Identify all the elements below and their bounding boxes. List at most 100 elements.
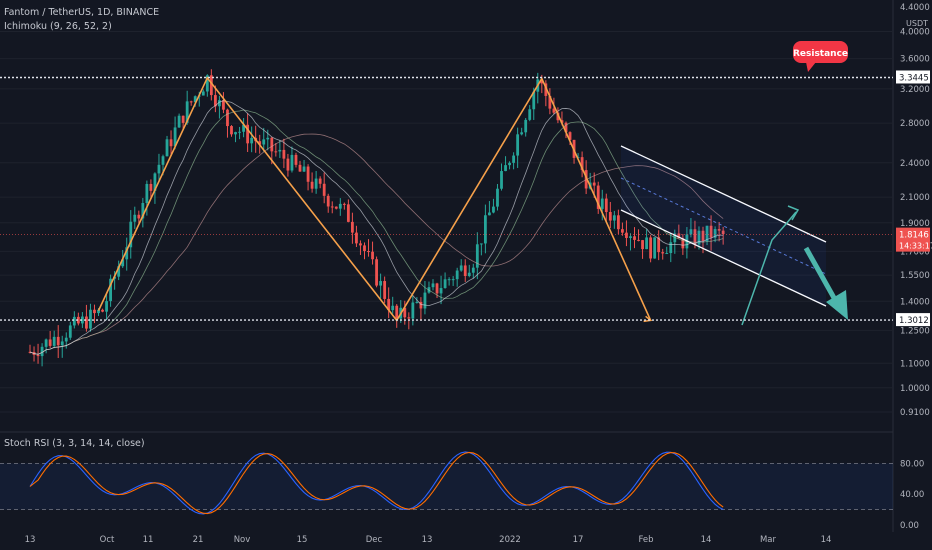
candle: [105, 292, 108, 321]
ichimoku-span-b: [29, 133, 724, 355]
candle-body: [226, 109, 229, 127]
callout-text: Resistance: [793, 49, 848, 59]
candle-body: [121, 259, 125, 267]
time-tick: 2022: [499, 535, 521, 545]
candle-body: [85, 316, 88, 329]
candle: [467, 264, 471, 278]
candle: [145, 180, 149, 216]
symbol-title[interactable]: Fantom / TetherUS, 1D, BINANCE: [4, 7, 160, 18]
candle: [250, 126, 254, 153]
price-pane[interactable]: [0, 0, 894, 532]
stoch-rsi-legend[interactable]: Stoch RSI (3, 3, 14, 14, close): [4, 438, 145, 449]
price-axis[interactable]: USDT 4.4000 4.0000 3.6000 3.2000 2.8000 2.4000…: [896, 3, 932, 531]
candle-body: [89, 309, 92, 329]
candle: [608, 201, 612, 229]
candle: [101, 308, 104, 313]
candle: [387, 287, 391, 319]
candle-body: [653, 237, 657, 259]
candle-body: [274, 151, 278, 153]
candle-body: [419, 301, 423, 309]
candle: [665, 246, 669, 255]
candle-body: [302, 166, 306, 172]
candle: [342, 202, 346, 210]
candle: [689, 218, 693, 238]
time-tick: 14: [701, 535, 712, 545]
candle-body: [423, 292, 427, 309]
candle: [443, 272, 447, 289]
candle-body: [592, 182, 596, 186]
candle-body: [600, 198, 604, 209]
candle: [661, 248, 665, 260]
time-tick: 11: [143, 535, 154, 545]
candle-body: [318, 178, 322, 184]
candle-body: [145, 183, 149, 204]
candle-body: [504, 165, 507, 172]
candle: [109, 274, 112, 307]
candle-body: [137, 214, 141, 219]
candle-body: [492, 206, 495, 213]
time-tick: Dec: [366, 535, 383, 545]
candle-body: [48, 339, 52, 346]
candle: [383, 276, 387, 304]
time-tick: Feb: [638, 535, 653, 545]
candle-body: [391, 305, 395, 311]
candle-body: [266, 137, 270, 140]
candle: [218, 95, 221, 119]
candle: [209, 69, 213, 101]
candle-body: [564, 122, 568, 133]
candle-body: [661, 252, 665, 254]
candle: [40, 343, 44, 367]
candle-body: [556, 112, 560, 121]
candle: [290, 146, 294, 173]
candle: [544, 80, 548, 107]
candle-body: [44, 339, 48, 347]
candle: [326, 193, 330, 213]
ichimoku-legend[interactable]: Ichimoku (9, 26, 52, 2): [4, 21, 112, 32]
candle: [516, 127, 520, 168]
candle-body: [552, 108, 556, 113]
candle-body: [242, 124, 245, 132]
candle-body: [97, 309, 100, 314]
candle: [475, 232, 479, 280]
candle: [322, 172, 326, 204]
candle-body: [330, 206, 334, 208]
rsi-tick: 80.00: [900, 459, 924, 469]
candle: [149, 179, 153, 199]
candle-body: [367, 251, 370, 253]
candle: [282, 138, 286, 169]
channel-fill: [621, 146, 826, 306]
stoch-k-line: [29, 451, 724, 515]
candle-body: [584, 170, 588, 189]
candle: [447, 277, 451, 286]
candle-body: [496, 188, 499, 207]
candle: [713, 226, 717, 243]
candle: [346, 199, 350, 223]
candle: [488, 201, 491, 216]
candle-body: [209, 75, 213, 96]
candle: [407, 312, 411, 330]
price-tick: 3.2000: [900, 85, 930, 95]
candle-body: [520, 132, 524, 135]
candle: [85, 304, 88, 332]
candle-body: [298, 164, 302, 172]
stoch-rsi-pane[interactable]: [0, 451, 893, 515]
candle-body: [604, 198, 608, 212]
candle-body: [117, 266, 121, 277]
candle-body: [64, 337, 68, 342]
candle-body: [665, 253, 669, 255]
channel-mid-line: [620, 177, 827, 275]
candle-body: [93, 309, 96, 314]
candle: [641, 239, 644, 259]
candle: [621, 222, 624, 236]
candle: [596, 181, 600, 214]
time-axis[interactable]: 13 Oct 11 21 Nov 15 Dec 13 2022 17 Feb 14 Mar 14: [25, 535, 832, 545]
candle: [173, 116, 177, 150]
candle: [246, 113, 250, 152]
candle-body: [286, 158, 290, 171]
support-price-tag-text: 1.3012: [899, 316, 929, 326]
time-tick: 15: [297, 535, 308, 545]
ichimoku-base-line: [29, 100, 724, 355]
candle-body: [359, 243, 362, 246]
candle-body: [234, 132, 237, 135]
